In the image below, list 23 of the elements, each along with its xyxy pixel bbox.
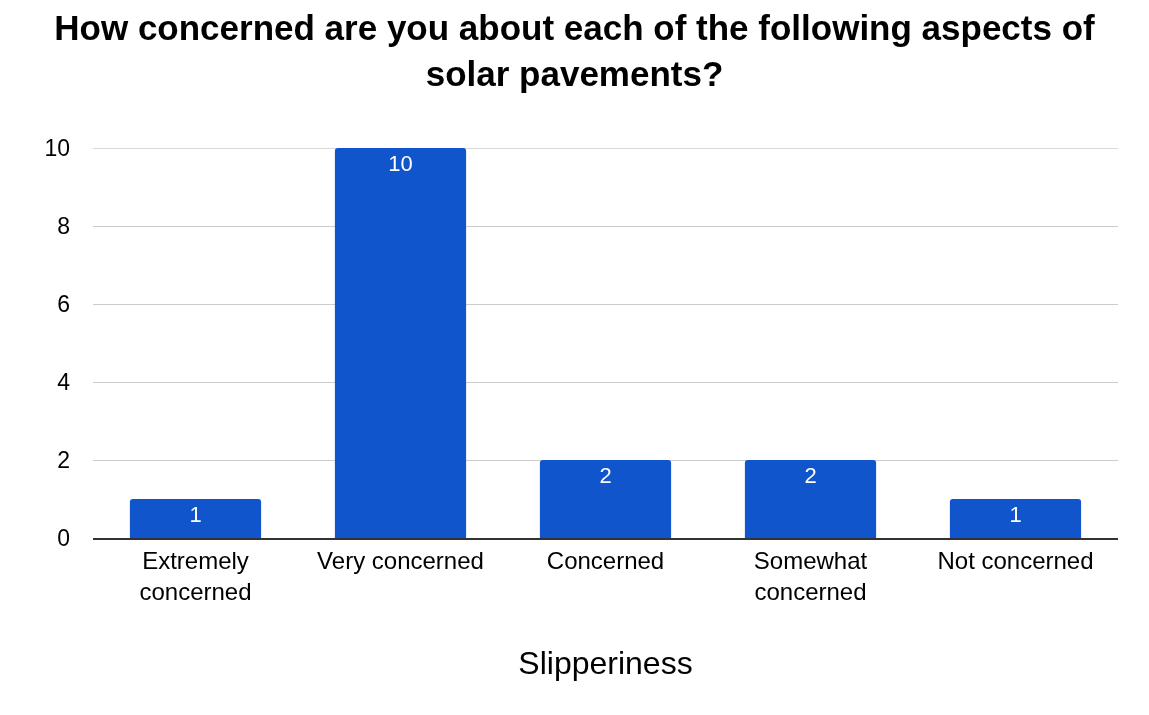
x-axis-title: Slipperiness bbox=[518, 645, 693, 682]
y-tick-label: 4 bbox=[57, 369, 71, 396]
x-tick-label: Not concerned bbox=[937, 546, 1094, 574]
data-label: 10 bbox=[388, 151, 413, 176]
bar bbox=[334, 148, 467, 538]
bar bbox=[744, 460, 877, 538]
y-tick-label: 8 bbox=[57, 213, 70, 240]
x-tick-label: Somewhat concerned bbox=[753, 546, 868, 605]
chart-title: How concerned are you about each of the following aspects of solar pavements? bbox=[54, 8, 1096, 93]
y-tick-label: 6 bbox=[57, 291, 70, 318]
y-tick-label: 10 bbox=[44, 135, 70, 162]
y-tick-label: 0 bbox=[57, 525, 70, 552]
bar bbox=[949, 499, 1082, 538]
x-tick-label: Very concerned bbox=[317, 546, 484, 574]
data-label: 2 bbox=[599, 463, 612, 488]
bar bbox=[129, 499, 262, 538]
data-label: 1 bbox=[1009, 502, 1022, 527]
bar bbox=[539, 460, 672, 538]
x-tick-label: Concerned bbox=[546, 546, 665, 574]
data-label: 1 bbox=[189, 502, 202, 527]
y-tick-label: 2 bbox=[57, 447, 70, 474]
x-tick-label: Extremely concerned bbox=[139, 546, 252, 605]
data-label: 2 bbox=[804, 463, 817, 488]
